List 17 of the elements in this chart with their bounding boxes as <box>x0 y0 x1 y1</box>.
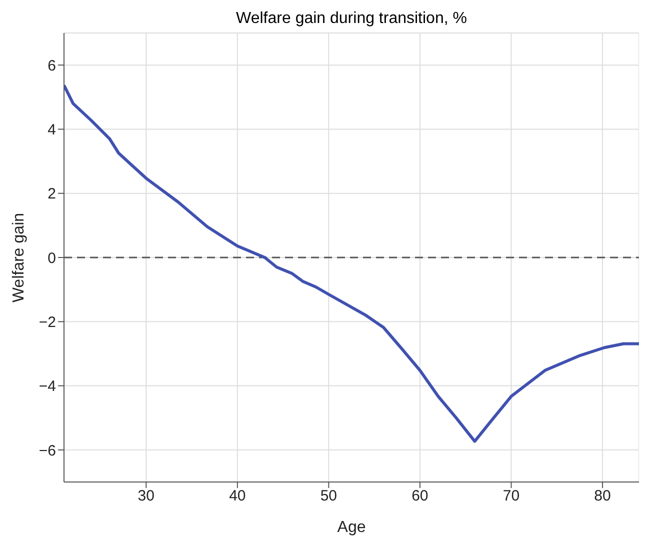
y-axis-title: Welfare gain <box>10 212 28 302</box>
y-tick-label: 6 <box>48 57 56 74</box>
x-tick-label: 30 <box>138 488 154 505</box>
y-tick-label: 2 <box>48 186 56 203</box>
x-axis-title: Age <box>337 519 366 536</box>
x-tick-label: 70 <box>502 488 520 505</box>
x-tick-label: 40 <box>229 488 246 505</box>
y-tick-label: −4 <box>38 378 56 396</box>
y-tick-label: 4 <box>48 122 56 139</box>
y-tick-label: −2 <box>38 314 56 331</box>
y-tick-label: −6 <box>38 442 56 460</box>
chart-title: Welfare gain during transition, % <box>235 10 468 28</box>
x-tick-label: 80 <box>594 488 611 505</box>
x-tick-label: 50 <box>320 488 338 505</box>
y-tick-label: 0 <box>48 250 56 267</box>
line-series <box>64 84 639 443</box>
x-tick-label: 60 <box>412 488 428 505</box>
